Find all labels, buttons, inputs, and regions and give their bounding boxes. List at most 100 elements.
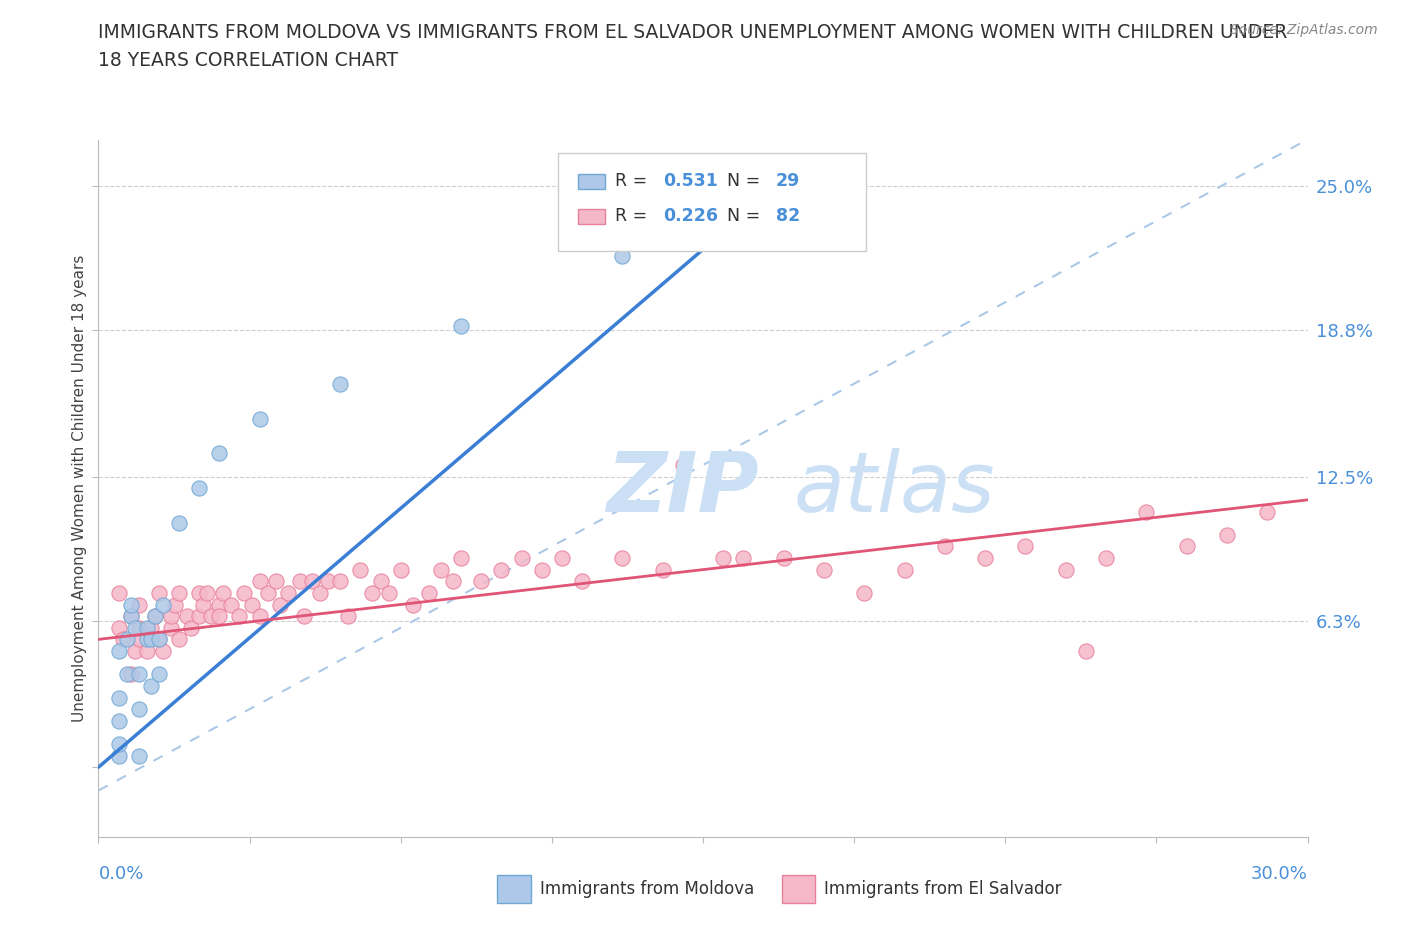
Point: [135, 644, 157, 658]
Point: [491, 562, 513, 577]
Point: [128, 702, 150, 717]
Point: [418, 586, 440, 601]
FancyBboxPatch shape: [558, 153, 866, 251]
Point: [711, 551, 734, 565]
Point: [115, 667, 138, 682]
Point: [813, 562, 835, 577]
Point: [148, 667, 170, 682]
Point: [167, 586, 190, 601]
Point: [651, 562, 673, 577]
Point: [571, 574, 593, 589]
Point: [128, 597, 150, 612]
Point: [733, 551, 755, 565]
Point: [934, 539, 956, 554]
Point: [200, 609, 222, 624]
Point: [853, 586, 876, 601]
Point: [107, 713, 129, 728]
Point: [337, 609, 360, 624]
Point: [107, 748, 129, 763]
Point: [240, 597, 263, 612]
Text: 30.0%: 30.0%: [1251, 865, 1308, 883]
Point: [530, 562, 553, 577]
Point: [1216, 527, 1239, 542]
FancyBboxPatch shape: [578, 174, 605, 189]
Point: [349, 562, 371, 577]
Point: [143, 609, 166, 624]
Point: [107, 644, 129, 658]
Point: [612, 248, 634, 263]
Point: [269, 597, 291, 612]
Point: [139, 679, 162, 694]
Point: [107, 737, 129, 751]
Point: [1135, 504, 1157, 519]
Point: [188, 609, 211, 624]
Point: [163, 597, 186, 612]
Point: [1054, 562, 1077, 577]
Text: Source: ZipAtlas.com: Source: ZipAtlas.com: [1230, 23, 1378, 37]
Point: [120, 597, 142, 612]
Text: 82: 82: [776, 207, 800, 225]
Point: [160, 609, 183, 624]
Point: [148, 632, 170, 647]
Point: [208, 597, 231, 612]
Point: [135, 632, 157, 647]
Point: [441, 574, 464, 589]
Point: [361, 586, 384, 601]
Text: 0.0%: 0.0%: [98, 865, 143, 883]
Point: [974, 551, 997, 565]
Point: [212, 586, 235, 601]
Point: [893, 562, 915, 577]
Point: [107, 586, 129, 601]
Point: [264, 574, 287, 589]
Point: [152, 644, 174, 658]
Point: [120, 609, 142, 624]
Point: [160, 620, 183, 635]
Point: [301, 574, 323, 589]
Point: [450, 551, 472, 565]
Point: [232, 586, 254, 601]
FancyBboxPatch shape: [578, 208, 605, 224]
Point: [193, 597, 215, 612]
Point: [470, 574, 492, 589]
Text: 29: 29: [776, 172, 800, 191]
Point: [389, 562, 412, 577]
Point: [188, 586, 211, 601]
Point: [309, 586, 332, 601]
Point: [249, 574, 271, 589]
Text: atlas: atlas: [793, 447, 995, 529]
Point: [430, 562, 453, 577]
Text: IMMIGRANTS FROM MOLDOVA VS IMMIGRANTS FROM EL SALVADOR UNEMPLOYMENT AMONG WOMEN : IMMIGRANTS FROM MOLDOVA VS IMMIGRANTS FR…: [98, 23, 1288, 42]
Text: 18 YEARS CORRELATION CHART: 18 YEARS CORRELATION CHART: [98, 51, 398, 70]
Point: [188, 481, 211, 496]
Point: [139, 632, 162, 647]
Y-axis label: Unemployment Among Women with Children Under 18 years: Unemployment Among Women with Children U…: [72, 255, 87, 722]
Point: [1095, 551, 1118, 565]
Point: [208, 609, 231, 624]
Point: [176, 609, 198, 624]
Point: [167, 632, 190, 647]
Point: [128, 748, 150, 763]
Point: [510, 551, 533, 565]
Point: [107, 690, 129, 705]
Point: [148, 632, 170, 647]
Point: [180, 620, 202, 635]
Point: [208, 446, 231, 461]
Point: [733, 214, 755, 229]
Point: [1014, 539, 1036, 554]
Point: [316, 574, 339, 589]
Point: [277, 586, 299, 601]
Point: [228, 609, 250, 624]
Point: [329, 377, 352, 392]
Point: [128, 632, 150, 647]
Point: [249, 609, 271, 624]
Text: ZIP: ZIP: [606, 447, 759, 529]
Point: [115, 632, 138, 647]
Point: [111, 632, 134, 647]
Point: [221, 597, 243, 612]
Point: [167, 516, 190, 531]
Point: [1175, 539, 1198, 554]
Point: [128, 667, 150, 682]
Point: [124, 644, 146, 658]
Point: [195, 586, 218, 601]
Text: R =: R =: [614, 207, 652, 225]
